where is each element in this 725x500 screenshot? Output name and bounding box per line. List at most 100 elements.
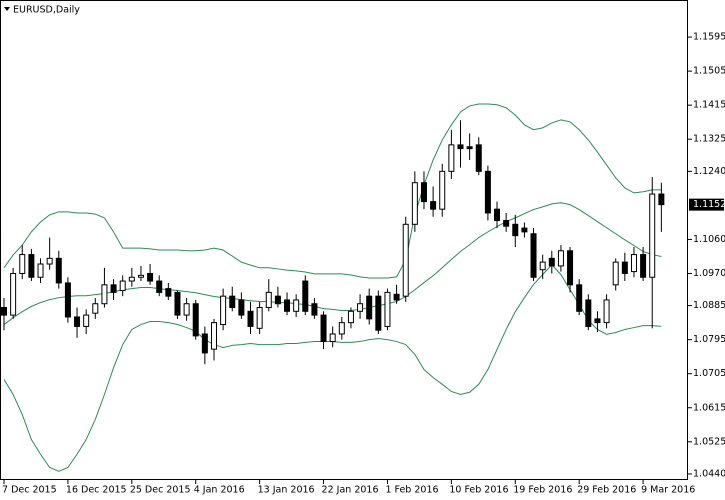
candle-body: [137, 274, 144, 278]
y-tick-label: 1.1325: [693, 134, 725, 145]
candle-body: [156, 280, 163, 293]
candle-body: [475, 144, 482, 172]
candle-body: [338, 322, 345, 335]
candle-body: [55, 257, 62, 284]
candle-body: [539, 261, 546, 271]
candle-body: [311, 303, 318, 316]
candle-body: [238, 299, 245, 316]
x-tick-label: 7 Dec 2015: [2, 485, 57, 496]
candle-body: [28, 254, 35, 278]
candle-body: [557, 250, 564, 267]
candle-body: [19, 254, 26, 274]
x-tick-label: 22 Jan 2016: [322, 485, 379, 496]
x-tick-label: 16 Dec 2015: [66, 485, 127, 496]
candle-body: [329, 333, 336, 343]
y-tick-label: 1.1060: [693, 234, 725, 245]
candle-body: [201, 333, 208, 354]
candle-body: [503, 220, 510, 227]
y-tick-label: 1.0795: [693, 334, 725, 345]
y-tick-label: 1.0705: [693, 368, 725, 379]
candle-body: [101, 284, 108, 305]
chart-title: EURUSD,Daily: [13, 5, 80, 16]
candle-body: [119, 280, 126, 291]
candle-body: [384, 291, 391, 327]
y-tick-label: 1.0525: [693, 436, 725, 447]
candle-body: [393, 293, 400, 301]
candle-body: [220, 295, 227, 326]
last-price-label: 1.1152: [693, 199, 725, 210]
candle-body: [284, 299, 291, 312]
candle-body: [420, 182, 427, 203]
candle-body: [640, 254, 647, 278]
candle-body: [74, 316, 81, 327]
candle-body: [265, 291, 272, 309]
y-tick-label: 1.1595: [693, 32, 725, 43]
candle-body: [92, 303, 99, 314]
candle-body: [621, 261, 628, 274]
x-tick-label: 10 Feb 2016: [449, 485, 508, 496]
candle-body: [594, 318, 601, 324]
candle-body: [612, 261, 619, 286]
y-tick-label: 1.0885: [693, 300, 725, 311]
candle-body: [649, 193, 656, 278]
candle-body: [293, 299, 300, 312]
x-tick-label: 29 Feb 2016: [577, 485, 636, 496]
candle-body: [192, 303, 199, 337]
candle-body: [1, 307, 7, 316]
candle-body: [274, 295, 281, 305]
x-tick-label: 9 Mar 2016: [641, 485, 695, 496]
candle-body: [603, 299, 610, 324]
y-tick-label: 1.1415: [693, 100, 725, 111]
candle-body: [83, 314, 90, 327]
candle-body: [174, 291, 181, 316]
candle-body: [530, 233, 537, 278]
x-tick-label: 25 Dec 2015: [130, 485, 191, 496]
candle-body: [576, 284, 583, 312]
candle-body: [147, 272, 154, 282]
candle-body: [256, 307, 263, 329]
candle-body: [585, 299, 592, 327]
menu-arrow[interactable]: [4, 7, 10, 11]
candle-body: [494, 208, 501, 222]
candle-body: [10, 272, 17, 316]
candle-body: [320, 314, 327, 343]
candle-body: [402, 223, 409, 297]
y-tick-label: 1.1505: [693, 66, 725, 77]
x-tick-label: 19 Feb 2016: [513, 485, 572, 496]
y-tick-label: 1.0440: [693, 468, 725, 479]
candle-body: [630, 254, 637, 273]
y-tick-label: 1.0970: [693, 268, 725, 279]
x-tick-label: 1 Feb 2016: [385, 485, 438, 496]
candle-body: [439, 170, 446, 210]
candle-body: [375, 295, 382, 331]
candle-body: [366, 295, 373, 320]
candle-body: [46, 257, 53, 265]
candle-body: [466, 146, 473, 150]
candle-body: [302, 280, 309, 312]
candle-body: [430, 201, 437, 210]
candle-body: [567, 250, 574, 286]
last-price-box: [689, 198, 724, 211]
candle-body: [512, 223, 519, 237]
candle-body: [128, 276, 135, 282]
candle-body: [229, 295, 236, 309]
x-tick-label: 4 Jan 2016: [194, 485, 245, 496]
candle-body: [247, 310, 254, 327]
candle-body: [658, 193, 665, 206]
candle-body: [357, 303, 364, 312]
candle-body: [64, 282, 71, 318]
candle-body: [457, 144, 464, 150]
candle-body: [521, 227, 528, 233]
y-tick-label: 1.1240: [693, 166, 725, 177]
candle-body: [548, 257, 555, 267]
candle-body: [484, 170, 491, 214]
candle-body: [347, 310, 354, 324]
y-tick-label: 1.0615: [693, 402, 725, 413]
bollinger-upper: [3, 103, 662, 279]
x-tick-label: 13 Jan 2016: [258, 485, 315, 496]
candle-body: [210, 322, 217, 350]
candle-body: [411, 182, 418, 225]
candle-body: [110, 284, 117, 293]
candle-body: [165, 288, 172, 297]
